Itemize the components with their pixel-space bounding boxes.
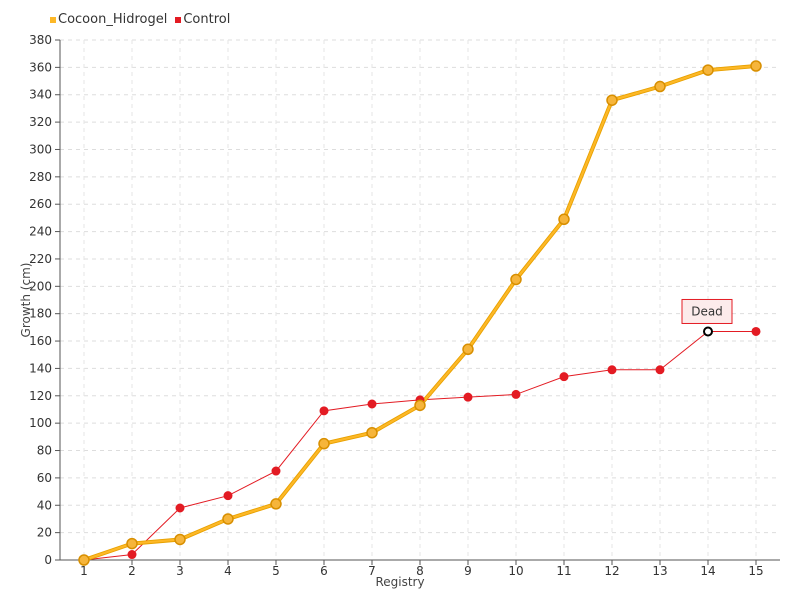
y-tick-label: 280 [29,170,52,184]
data-point-cocoon-hidrogel[interactable] [174,533,186,546]
y-tick-label: 360 [29,60,52,74]
data-point-cocoon-hidrogel[interactable] [126,537,138,550]
data-point-control[interactable] [271,466,281,476]
y-tick-label: 300 [29,142,52,156]
y-tick-label: 80 [37,444,52,458]
chart-legend: Cocoon_Hidrogel Control [50,12,230,27]
data-point-cocoon-hidrogel[interactable] [222,513,234,525]
y-tick-label: 100 [29,416,52,430]
y-tick-label: 40 [37,498,52,512]
annotation-box [681,298,733,324]
data-point-control[interactable] [127,550,137,560]
legend-item-cocoon-hidrogel[interactable]: Cocoon_Hidrogel [50,12,167,27]
data-point-cocoon-hidrogel[interactable] [702,64,714,76]
data-point-control[interactable] [223,491,233,501]
x-tick-label: 1 [80,564,88,578]
data-point-cocoon-hidrogel[interactable] [462,343,474,356]
data-point-control[interactable] [463,392,473,402]
legend-label-control: Control [183,12,231,27]
data-point-cocoon-hidrogel[interactable] [654,80,666,93]
data-point-control[interactable] [319,406,329,416]
data-point-cocoon-hidrogel[interactable] [318,437,330,450]
y-tick-label: 380 [29,33,52,47]
x-tick-label: 2 [128,564,136,578]
series-line-control [83,330,756,561]
y-axis-title: Growth (cm) [19,263,33,338]
data-point-cocoon-hidrogel[interactable] [750,60,762,72]
x-tick-label: 10 [508,564,523,578]
y-tick-label: 140 [29,361,52,375]
y-tick-label: 20 [37,526,52,540]
x-tick-label: 15 [748,564,763,578]
data-point-control[interactable] [175,503,185,513]
x-tick-label: 5 [272,564,280,578]
x-tick-label: 7 [368,564,376,578]
y-tick-label: 320 [29,115,52,129]
data-point-control[interactable] [655,365,665,375]
data-point-control[interactable] [367,399,377,409]
data-point-cocoon-hidrogel[interactable] [558,213,570,226]
y-tick-label: 260 [29,197,52,211]
legend-item-control[interactable]: Control [175,12,230,27]
legend-label-cocoon-hidrogel: Cocoon_Hidrogel [58,12,168,27]
legend-swatch-control [175,16,182,23]
y-tick-label: 180 [29,307,52,321]
x-tick-label: 8 [416,564,424,578]
y-tick-label: 340 [29,88,52,102]
x-tick-label: 14 [700,564,715,578]
x-tick-label: 11 [556,564,571,578]
x-tick-label: 9 [464,564,472,578]
y-tick-label: 160 [29,334,52,348]
data-point-control[interactable] [511,389,521,399]
x-axis-title: Registry [375,575,424,589]
data-point-cocoon-hidrogel[interactable] [414,399,426,412]
y-tick-label: 120 [29,389,52,403]
x-tick-label: 3 [176,564,184,578]
y-tick-label: 220 [29,252,52,266]
data-point-cocoon-hidrogel[interactable] [78,554,90,566]
annotation-marker [703,326,713,337]
data-point-control[interactable] [751,326,761,336]
x-tick-label: 13 [652,564,667,578]
data-point-control[interactable] [559,372,569,382]
data-point-cocoon-hidrogel[interactable] [270,498,282,510]
data-point-cocoon-hidrogel[interactable] [510,273,522,286]
x-tick-label: 4 [224,564,232,578]
data-point-cocoon-hidrogel[interactable] [366,426,378,439]
y-tick-label: 200 [29,279,52,293]
annotation-label: Dead [691,304,723,318]
legend-swatch-cocoon-hidrogel [50,16,56,23]
y-tick-label: 0 [44,553,52,567]
data-point-control[interactable] [607,365,617,375]
y-tick-label: 60 [37,471,52,485]
data-point-cocoon-hidrogel[interactable] [606,94,618,106]
y-tick-label: 240 [29,225,52,239]
x-tick-label: 12 [604,564,619,578]
x-tick-label: 6 [320,564,328,578]
